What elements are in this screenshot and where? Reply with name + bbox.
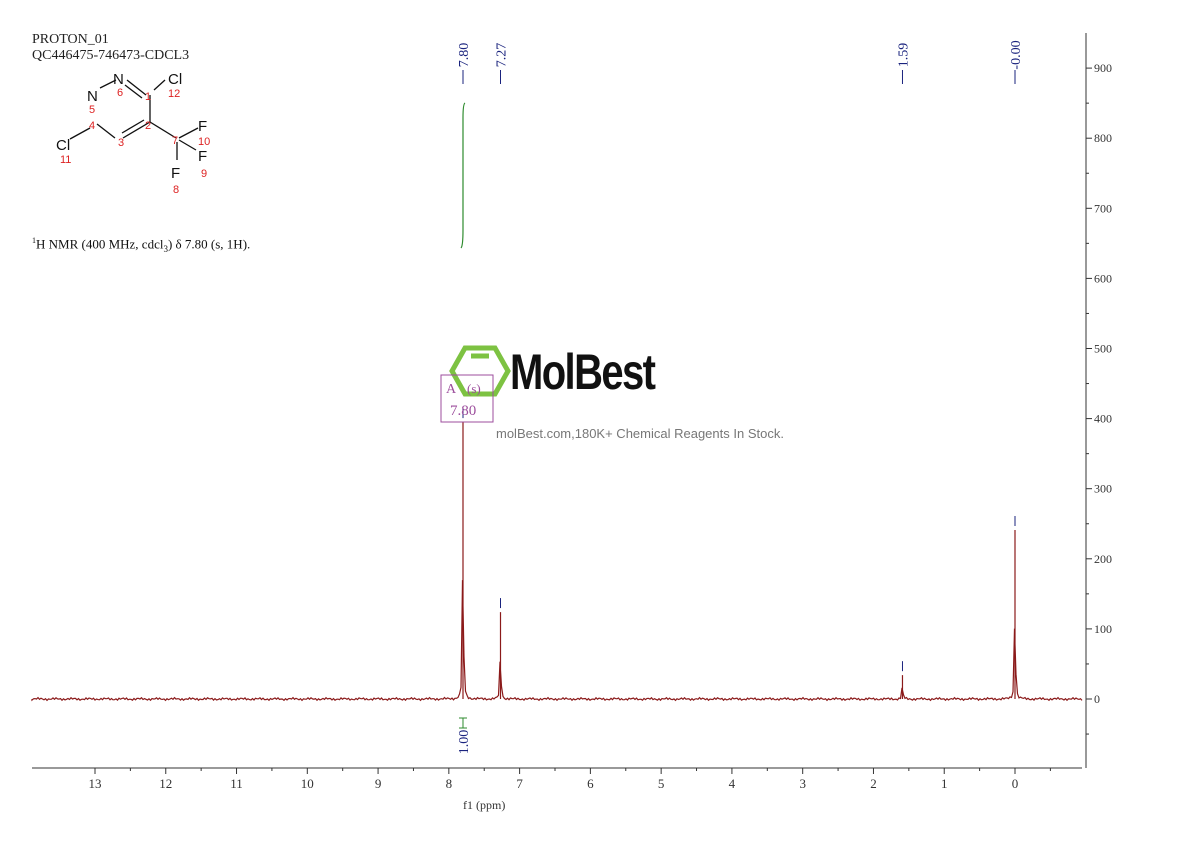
peak-label: 7.27: [495, 43, 510, 68]
atom-number: 4: [89, 120, 95, 132]
atom-number: 5: [89, 104, 95, 116]
atom-number: 1: [145, 91, 151, 103]
x-tick-label: 3: [799, 776, 806, 791]
y-tick-label: 900: [1094, 61, 1112, 75]
spectrum-line: [31, 422, 1083, 702]
multiplet-box: [440, 374, 494, 423]
x-tick-label: 1: [941, 776, 948, 791]
watermark-tagline: molBest.com,180K+ Chemical Reagents In S…: [496, 426, 784, 441]
integral-value: 1.00: [457, 730, 472, 755]
y-tick-label: 100: [1094, 622, 1112, 636]
peak-label: 1.59: [896, 43, 911, 68]
peak-label: 7.80: [457, 43, 472, 68]
multiplet-name: A: [446, 382, 457, 397]
atom-label: Cl: [56, 137, 70, 154]
watermark-brand: MolBest: [510, 344, 656, 400]
nmr-description: 1H NMR (400 MHz, cdcl3) δ 7.80 (s, 1H).: [32, 236, 251, 254]
y-tick-label: 500: [1094, 342, 1112, 356]
y-tick-label: 0: [1094, 692, 1100, 706]
y-tick-label: 400: [1094, 412, 1112, 426]
sample-name: QC446475-746473-CDCL3: [32, 48, 190, 63]
atom-label: N: [87, 88, 98, 105]
atom-number: 2: [145, 120, 151, 132]
x-axis-label: f1 (ppm): [463, 798, 505, 812]
atom-number: 9: [201, 168, 207, 180]
atom-number: 8: [173, 184, 179, 196]
atom-number: 7: [172, 135, 178, 147]
x-tick-label: 0: [1012, 776, 1019, 791]
atom-label: F: [171, 165, 180, 182]
x-tick-label: 2: [870, 776, 877, 791]
integral-curve: [460, 102, 466, 249]
atom-number: 11: [60, 154, 71, 166]
x-tick-label: 5: [658, 776, 665, 791]
multiplet-shift: 7.80: [450, 403, 476, 419]
x-tick-label: 11: [230, 776, 243, 791]
x-tick-label: 6: [587, 776, 594, 791]
atom-number: 12: [168, 88, 180, 100]
atom-number: 6: [117, 87, 123, 99]
x-tick-label: 12: [159, 776, 172, 791]
atom-label: N: [113, 71, 124, 88]
atom-label: F: [198, 148, 207, 165]
multiplet-type: (s): [467, 381, 481, 396]
atom-label: F: [198, 118, 207, 135]
x-tick-label: 8: [446, 776, 453, 791]
atom-number: 3: [118, 137, 124, 149]
y-tick-label: 700: [1094, 201, 1112, 215]
x-tick-label: 7: [516, 776, 523, 791]
y-tick-label: 600: [1094, 271, 1112, 285]
x-tick-label: 10: [301, 776, 314, 791]
watermark-logo-icon: [449, 345, 511, 397]
y-tick-label: 300: [1094, 482, 1112, 496]
x-tick-label: 4: [729, 776, 736, 791]
atom-label: Cl: [168, 71, 182, 88]
x-tick-label: 13: [88, 776, 101, 791]
y-tick-label: 200: [1094, 552, 1112, 566]
atom-number: 10: [198, 136, 210, 148]
y-tick-label: 800: [1094, 131, 1112, 145]
x-tick-label: 9: [375, 776, 382, 791]
experiment-name: PROTON_01: [32, 32, 109, 47]
integral-bracket: [458, 717, 467, 729]
peak-label: -0.00: [1009, 40, 1024, 69]
